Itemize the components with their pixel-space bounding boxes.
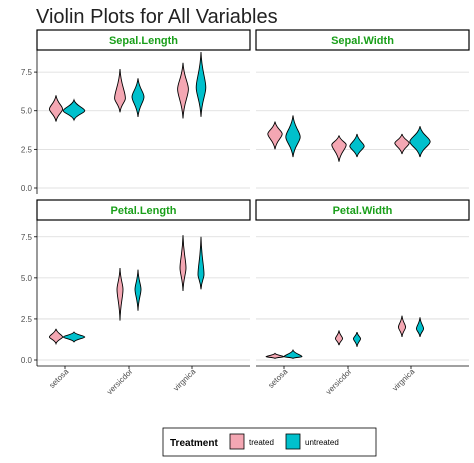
panel-sepal-length: Sepal.Length 0.0 2.5 5.0 7.5 <box>21 29 251 194</box>
violin-petal-length-versicolor-untreated <box>134 269 142 311</box>
y-tick-label: 0.0 <box>21 184 33 193</box>
y-tick-label: 0.0 <box>21 356 33 365</box>
y-tick-label: 2.5 <box>21 315 33 324</box>
legend-label-treated: treated <box>249 438 274 447</box>
violin-petal-length-virginica-treated <box>179 235 187 292</box>
legend-title: Treatment <box>170 438 218 449</box>
x-tick-label-setosa: setosa <box>266 367 289 390</box>
violin-sepal-length-setosa-treated <box>48 95 64 122</box>
panel-strip <box>36 199 251 221</box>
y-tick-label: 7.5 <box>21 233 33 242</box>
legend: Treatment treated untreated <box>162 427 377 457</box>
violin-sepal-width-setosa-treated <box>267 121 283 150</box>
legend-label-untreated: untreated <box>305 438 339 447</box>
violin-sepal-length-versicolor-untreated <box>131 78 145 117</box>
panel-strip <box>255 199 470 221</box>
y-tick-label: 2.5 <box>21 145 33 154</box>
violin-petal-length-setosa-treated <box>48 328 64 346</box>
panel-strip-label: Sepal.Width <box>331 35 394 47</box>
violin-sepal-width-virginica-untreated <box>409 126 431 158</box>
x-tick-labels: setosa versicdor virgnica setosa versicdor vi… <box>47 367 416 397</box>
violin-petal-length-versicolor-treated <box>116 267 124 321</box>
panels-layer: Sepal.Length 0.0 2.5 5.0 7.5 Sepal.Width Petal… <box>21 29 470 369</box>
panel-strip <box>36 29 251 51</box>
panel-strip-label: Petal.Width <box>333 205 393 217</box>
violin-petal-width-versicolor-treated <box>334 330 344 346</box>
panel-strip-label: Petal.Length <box>110 205 176 217</box>
violin-petal-width-virginica-treated <box>397 315 407 338</box>
violin-petal-length-setosa-untreated <box>62 331 86 343</box>
legend-swatch-treated <box>229 433 245 450</box>
x-tick-label-versicolor: versicdor <box>105 367 135 397</box>
violin-sepal-length-virginica-treated <box>177 62 189 119</box>
chart-title: Violin Plots for All Variables <box>36 6 278 28</box>
x-tick-label-virginica: virgnica <box>391 367 417 393</box>
panel-sepal-width: Sepal.Width <box>255 29 470 189</box>
panel-petal-length: Petal.Length 0.0 2.5 5.0 7.5 <box>21 199 251 369</box>
x-tick-label-setosa: setosa <box>47 367 70 390</box>
violin-sepal-width-virginica-treated <box>394 133 410 155</box>
violin-petal-width-virginica-untreated <box>415 317 425 338</box>
y-tick-label: 5.0 <box>21 107 33 116</box>
x-tick-label-versicolor: versicdor <box>324 367 354 397</box>
panel-strip-label: Sepal.Length <box>109 35 178 47</box>
violin-sepal-width-setosa-untreated <box>285 115 301 158</box>
y-tick-label: 7.5 <box>21 68 33 77</box>
y-tick-label: 5.0 <box>21 274 33 283</box>
violin-sepal-width-versicolor-treated <box>331 135 347 162</box>
legend-box <box>162 427 377 457</box>
violin-sepal-length-versicolor-treated <box>114 68 126 113</box>
violin-petal-width-setosa-untreated <box>283 348 303 359</box>
violin-petal-width-versicolor-untreated <box>352 331 362 347</box>
violin-sepal-width-versicolor-untreated <box>349 133 365 158</box>
panel-strip <box>255 29 470 51</box>
violin-petal-width-setosa-treated <box>265 352 285 359</box>
violin-petal-length-virginica-untreated <box>197 236 205 290</box>
panel-petal-width: Petal.Width <box>255 199 470 369</box>
legend-swatch-untreated <box>285 433 301 450</box>
violin-sepal-length-virginica-untreated <box>195 51 207 117</box>
x-tick-label-virginica: virgnica <box>172 367 198 393</box>
violin-sepal-length-setosa-untreated <box>62 98 86 122</box>
